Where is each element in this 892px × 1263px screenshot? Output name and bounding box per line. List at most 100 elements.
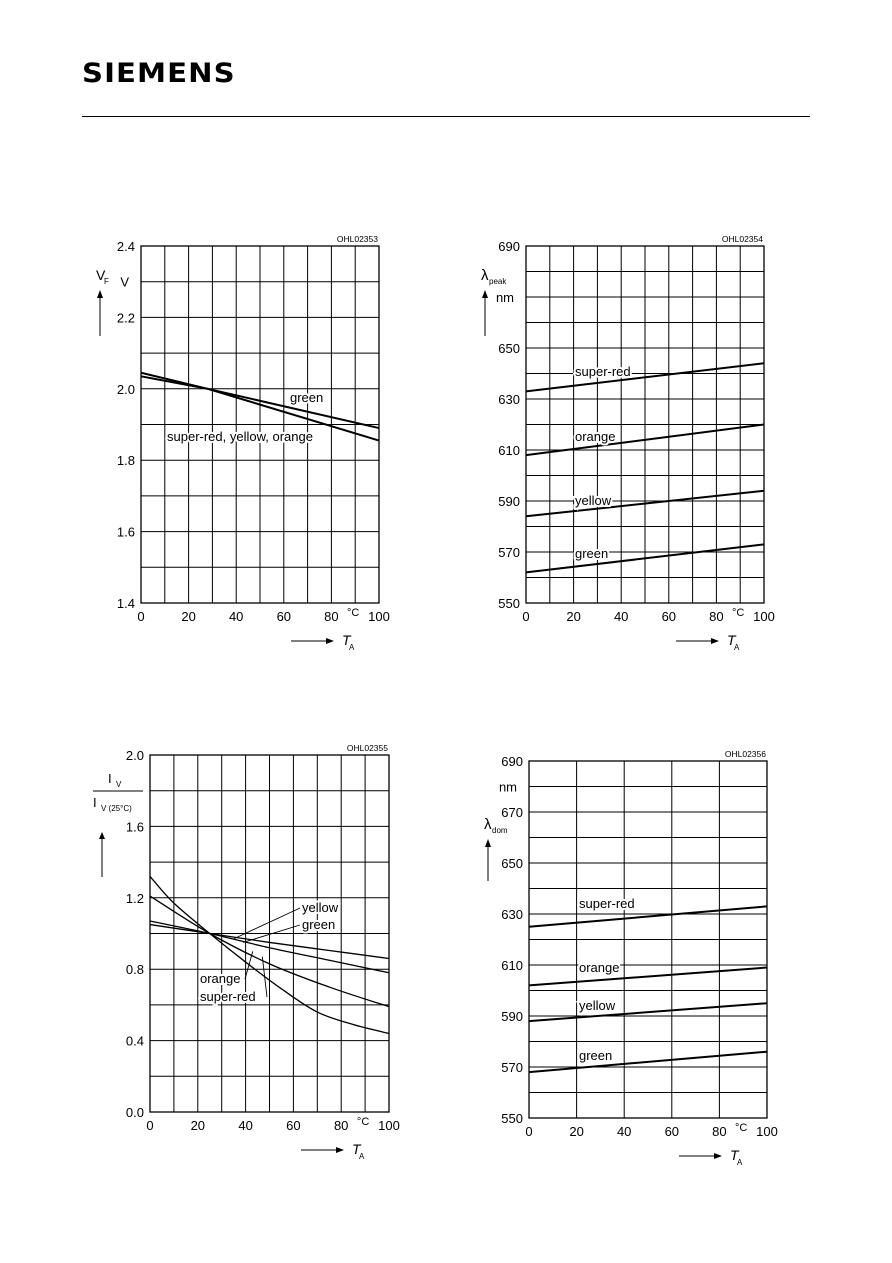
x-tick-label: 60 bbox=[662, 609, 676, 624]
x-tick-label: 20 bbox=[566, 609, 580, 624]
y-axis-label-sub: dom bbox=[492, 826, 508, 835]
y-tick-label: 590 bbox=[501, 1009, 523, 1024]
plot-frame bbox=[528, 760, 768, 1119]
y-tick-label: 1.8 bbox=[117, 453, 135, 468]
series-line-green bbox=[528, 1050, 768, 1074]
x-axis-arrowhead bbox=[714, 1153, 722, 1159]
y-tick-label: 570 bbox=[498, 545, 520, 560]
figure-code: OHL02354 bbox=[722, 234, 763, 244]
y-axis-arrowhead bbox=[99, 832, 105, 839]
series-line-orange bbox=[149, 895, 390, 1008]
y-tick-label: 1.6 bbox=[126, 819, 144, 834]
y-tick-label: 630 bbox=[498, 392, 520, 407]
x-tick-label: 80 bbox=[334, 1118, 348, 1133]
header-divider bbox=[82, 116, 810, 117]
y-axis-label: λ bbox=[481, 267, 489, 284]
x-axis-label: T bbox=[727, 632, 737, 648]
y-tick-label: 0.8 bbox=[126, 962, 144, 977]
series-line-super-red bbox=[528, 905, 768, 928]
x-axis-label: T bbox=[352, 1141, 362, 1157]
series-label-super-red: super-red bbox=[575, 364, 631, 379]
series-line-super-red bbox=[149, 875, 390, 1035]
x-tick-label: 100 bbox=[753, 609, 775, 624]
series-line-green bbox=[525, 543, 765, 574]
series-label-orange: orange bbox=[579, 960, 619, 975]
x-tick-label: 60 bbox=[277, 609, 291, 624]
x-axis-arrowhead bbox=[711, 638, 719, 644]
y-tick-label: 2.0 bbox=[117, 382, 135, 397]
series-label-green: green bbox=[290, 390, 323, 405]
y-tick-label: 690 bbox=[501, 754, 523, 769]
y-tick-label: 2.4 bbox=[117, 239, 135, 254]
y-axis-label-sub: F bbox=[104, 277, 109, 286]
x-axis-label-sub: A bbox=[737, 1158, 743, 1167]
x-unit-label: °C bbox=[732, 607, 744, 619]
series-line-super-red bbox=[525, 362, 765, 393]
y-tick-label: 550 bbox=[501, 1111, 523, 1126]
y-unit-label: nm bbox=[496, 290, 514, 305]
y-axis-label-denominator-sub: V (25°C) bbox=[101, 804, 132, 813]
x-tick-label: 0 bbox=[525, 1124, 532, 1139]
x-tick-label: 20 bbox=[191, 1118, 205, 1133]
x-tick-label: 60 bbox=[665, 1124, 679, 1139]
series-label-yellow: yellow bbox=[579, 998, 616, 1013]
x-tick-label: 40 bbox=[614, 609, 628, 624]
x-tick-label: 40 bbox=[229, 609, 243, 624]
y-axis-label-denominator: I bbox=[93, 795, 97, 810]
x-tick-label: 0 bbox=[137, 609, 144, 624]
series-label-orange: orange bbox=[575, 429, 615, 444]
series-label-green: green bbox=[302, 917, 335, 932]
x-tick-label: 40 bbox=[617, 1124, 631, 1139]
y-tick-label: 670 bbox=[501, 805, 523, 820]
leader-line bbox=[233, 907, 301, 940]
series-label-green: green bbox=[575, 546, 608, 561]
series-line-orange bbox=[525, 423, 765, 457]
y-tick-label: 650 bbox=[501, 856, 523, 871]
series-label-super-red-yellow-orange: super-red, yellow, orange bbox=[167, 429, 313, 444]
series-line-yellow bbox=[525, 489, 765, 518]
x-tick-label: 100 bbox=[756, 1124, 778, 1139]
figure-code: OHL02353 bbox=[337, 234, 378, 244]
siemens-logo: SIEMENS bbox=[82, 58, 236, 89]
series-line-orange bbox=[528, 966, 768, 987]
y-axis-label-sub: peak bbox=[489, 277, 507, 286]
figure-code: OHL02356 bbox=[725, 749, 766, 759]
y-tick-label: 630 bbox=[501, 907, 523, 922]
y-tick-label: 690 bbox=[498, 239, 520, 254]
y-tick-label: 0.4 bbox=[126, 1034, 144, 1049]
y-axis-arrowhead bbox=[482, 290, 488, 298]
y-axis-arrowhead bbox=[97, 290, 103, 298]
y-axis-label: λ bbox=[484, 816, 492, 833]
y-tick-label: 2.2 bbox=[117, 310, 135, 325]
series-line-super-red-yellow-orange bbox=[140, 371, 380, 442]
y-axis-label-numerator-sub: V bbox=[116, 780, 122, 789]
series-line-yellow bbox=[528, 1002, 768, 1023]
series-label-yellow: yellow bbox=[302, 900, 339, 915]
x-tick-label: 100 bbox=[368, 609, 390, 624]
x-tick-label: 80 bbox=[712, 1124, 726, 1139]
x-tick-label: 100 bbox=[378, 1118, 400, 1133]
x-unit-label: °C bbox=[735, 1122, 747, 1134]
series-line-yellow bbox=[149, 923, 390, 960]
leader-line bbox=[244, 951, 254, 980]
figure-code: OHL02355 bbox=[347, 743, 388, 753]
y-tick-label: 0.0 bbox=[126, 1105, 144, 1120]
series-label-super-red: super-red bbox=[579, 896, 635, 911]
x-axis-label: T bbox=[730, 1147, 740, 1163]
series-label-yellow: yellow bbox=[575, 493, 612, 508]
y-tick-label: 610 bbox=[501, 958, 523, 973]
y-tick-label: 650 bbox=[498, 341, 520, 356]
plot-frame bbox=[149, 754, 390, 1113]
x-axis-label-sub: A bbox=[734, 643, 740, 652]
series-line-green bbox=[149, 920, 390, 974]
x-unit-label: °C bbox=[357, 1116, 369, 1128]
x-tick-label: 0 bbox=[522, 609, 529, 624]
x-tick-label: 40 bbox=[238, 1118, 252, 1133]
y-tick-label: 550 bbox=[498, 596, 520, 611]
y-axis-arrowhead bbox=[485, 839, 491, 847]
x-axis-arrowhead bbox=[326, 638, 334, 644]
